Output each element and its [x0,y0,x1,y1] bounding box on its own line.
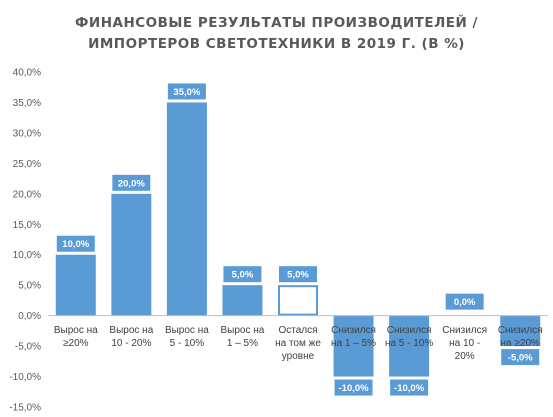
x-category-label: Снизился [331,325,376,336]
y-tick-label: 40,0% [13,68,41,79]
y-tick-label: 15,0% [13,220,41,231]
y-tick-label: -10,0% [9,372,41,383]
x-category-label: Вырос на [165,325,209,336]
bar [389,315,430,377]
data-label-box [334,379,373,396]
x-category-label: на 1 – 5% [331,338,376,349]
data-label-box [112,174,151,191]
y-tick-label: 35,0% [13,98,41,109]
y-axis: 40,0% 35,0% 30,0% 25,0% 20,0% 15,0% 10,0% 5,0% 0… [9,68,41,414]
data-label-box [167,83,206,100]
y-tick-label: 0,0% [18,311,41,322]
y-tick-label: 20,0% [13,189,41,200]
x-category-label: Снизился [387,325,432,336]
x-category-label: 5 - 10% [170,338,205,349]
x-category-label: на том же [275,338,321,349]
x-category-label: 1 – 5% [227,338,258,349]
bar [333,315,374,377]
bar [166,102,207,316]
x-category-label: ≥20% [63,338,89,349]
x-category-label: Вырос на [54,325,98,336]
x-category-label: на 5 - 10% [385,338,433,349]
data-label-box [390,379,429,396]
x-category-label: 20% [455,351,475,362]
data-label-box [56,235,95,252]
data-label: -10,0% [339,383,370,394]
x-category-label: Снизился [498,325,543,336]
data-label-box [223,266,262,283]
y-tick-label: -5,0% [15,342,41,353]
chart-title-line-1: ФИНАНСОВЫЕ РЕЗУЛЬТАТЫ ПРОИЗВОДИТЕЛЕЙ / [75,14,478,31]
x-category-label: на 10 - [449,338,480,349]
data-label: -5,0% [508,353,533,364]
x-category-label: Остался [278,325,317,336]
data-label-box [445,293,484,310]
y-tick-label: 10,0% [13,250,41,261]
bar [55,254,96,316]
x-category-label: на ≥20% [501,338,540,349]
chart-title-line-2: ИМПОРТЕРОВ СВЕТОТЕХНИКИ В 2019 Г. (В %) [88,36,465,52]
data-label: 5,0% [232,270,254,281]
bar [222,285,263,316]
data-label: -10,0% [394,383,425,394]
data-label: 35,0% [173,87,200,98]
y-tick-label: -15,0% [9,403,41,414]
y-tick-label: 30,0% [13,128,41,139]
data-labels: 10,0% 20,0% 35,0% 5,0% 5,0% -10,0% -10,0% 0,0% -… [56,83,540,396]
x-category-label: 10 - 20% [111,338,151,349]
x-axis-labels: Вырос на ≥20% Вырос на 10 - 20% Вырос на 5 - … [54,325,543,362]
data-label-box [279,266,317,283]
x-category-label: уровне [282,351,315,362]
x-category-label: Вырос на [221,325,265,336]
bar [111,193,152,316]
data-label: 20,0% [118,178,145,189]
bar [278,285,318,316]
chart-title: ФИНАНСОВЫЕ РЕЗУЛЬТАТЫ ПРОИЗВОДИТЕЛЕЙ / И… [75,14,478,52]
bar [500,315,541,347]
x-category-label: Снизился [442,325,487,336]
data-label: 5,0% [287,270,309,281]
x-category-label: Вырос на [109,325,153,336]
y-tick-label: 25,0% [13,159,41,170]
data-label: 0,0% [454,297,476,308]
data-label-box [501,349,540,366]
data-label: 10,0% [62,239,89,250]
y-tick-label: 5,0% [18,281,41,292]
bars [55,102,541,377]
